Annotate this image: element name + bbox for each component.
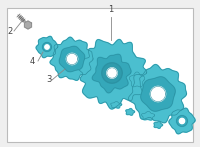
Polygon shape bbox=[102, 63, 122, 83]
Polygon shape bbox=[126, 109, 135, 115]
Polygon shape bbox=[111, 102, 122, 108]
Polygon shape bbox=[25, 21, 31, 29]
Polygon shape bbox=[169, 108, 195, 134]
Polygon shape bbox=[141, 77, 175, 111]
Polygon shape bbox=[36, 36, 58, 58]
Text: 1: 1 bbox=[108, 5, 114, 14]
Polygon shape bbox=[50, 37, 93, 80]
Polygon shape bbox=[129, 72, 145, 87]
Text: 3: 3 bbox=[46, 76, 52, 85]
Text: 4: 4 bbox=[29, 57, 35, 66]
Polygon shape bbox=[43, 42, 52, 51]
Polygon shape bbox=[45, 45, 49, 49]
Polygon shape bbox=[107, 68, 117, 78]
Polygon shape bbox=[150, 86, 166, 102]
Polygon shape bbox=[59, 46, 85, 72]
Polygon shape bbox=[179, 118, 185, 124]
Polygon shape bbox=[66, 53, 78, 65]
Text: 2: 2 bbox=[7, 26, 13, 35]
Polygon shape bbox=[141, 111, 155, 120]
Polygon shape bbox=[77, 40, 147, 109]
Polygon shape bbox=[177, 116, 187, 126]
Polygon shape bbox=[154, 122, 163, 128]
Polygon shape bbox=[92, 54, 131, 93]
Polygon shape bbox=[128, 65, 186, 123]
